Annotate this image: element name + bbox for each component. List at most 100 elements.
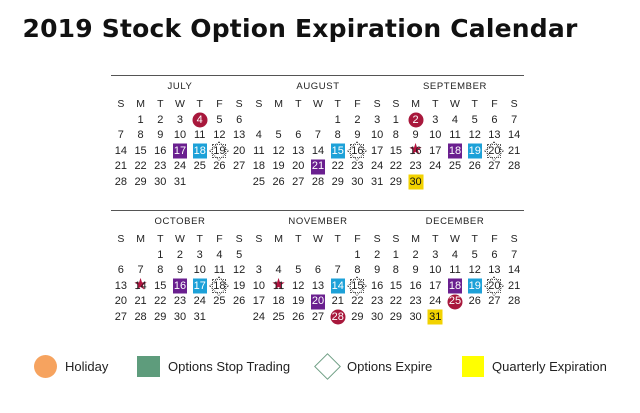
day-stop: 18 [445, 279, 465, 295]
day-stopblue: 15 [328, 144, 348, 160]
weekday-header: S [235, 98, 243, 110]
day: 28 [311, 175, 325, 188]
day: 30 [154, 175, 167, 188]
day-stop: 21 [308, 159, 328, 175]
legend-quarterly-label: Quarterly Expiration [492, 358, 607, 374]
day: 25 [272, 310, 285, 323]
day-holiday: 4 [190, 113, 210, 129]
day: 2 [354, 113, 361, 126]
day: 23 [409, 295, 422, 307]
day: 7 [511, 248, 518, 261]
day: 20 [292, 160, 305, 172]
day: 2 [176, 248, 184, 261]
day: 16 [371, 279, 384, 292]
day-quarter: 30 [406, 175, 426, 191]
weekday-header: S [510, 98, 518, 110]
weekday-header: T [432, 98, 439, 110]
day: 4 [451, 248, 459, 261]
day: 12 [292, 279, 305, 292]
day: 21 [134, 295, 147, 307]
day: 25 [252, 175, 265, 188]
day: 11 [193, 129, 206, 141]
day-stopblue: 19 [465, 279, 485, 295]
day-stopblue: 17 [190, 279, 210, 295]
day: 16 [409, 279, 422, 292]
day: 13 [488, 264, 501, 276]
day: 23 [371, 295, 384, 307]
day: 26 [213, 160, 226, 172]
weekday-header: M [274, 233, 283, 245]
day: 11 [449, 264, 461, 276]
weekday-header: S [392, 98, 400, 110]
weekday-header: W [450, 233, 460, 245]
day: 13 [114, 279, 127, 292]
weekday-header: S [510, 233, 518, 245]
empty-day [308, 113, 328, 129]
weekday-header: S [373, 233, 381, 245]
day: 3 [255, 264, 262, 276]
day: 6 [314, 264, 322, 276]
day: 26 [272, 175, 285, 188]
day: 26 [468, 160, 481, 172]
day: 22 [134, 160, 147, 172]
weekday-header: T [196, 233, 203, 245]
day: 21 [508, 144, 521, 157]
day: 5 [471, 248, 478, 261]
day: 24 [371, 160, 384, 172]
empty-day [249, 248, 269, 264]
day: 13 [292, 144, 305, 157]
legend-holiday: Holiday [34, 354, 108, 378]
day: 22 [389, 295, 402, 307]
day: 19 [233, 279, 246, 292]
legend-holiday-label: Holiday [65, 358, 109, 374]
month-divider [249, 75, 387, 76]
day: 3 [176, 113, 184, 126]
day: 24 [252, 310, 265, 323]
day: 22 [351, 295, 364, 307]
day-expire: 20 [485, 144, 505, 160]
day-stop: 16 [170, 279, 190, 295]
day: 21 [114, 160, 127, 172]
day: 1 [354, 248, 361, 261]
day: 1 [392, 113, 399, 126]
day: 11 [213, 264, 226, 276]
day: 9 [157, 129, 164, 141]
day: 29 [331, 175, 344, 188]
day: 23 [351, 160, 364, 172]
day: 3 [374, 113, 381, 126]
day: 13 [233, 129, 246, 141]
day: 4 [451, 113, 459, 126]
day: 27 [292, 175, 305, 188]
day-stopblue: 19 [465, 144, 485, 160]
legend-options-expire: Options Expire [314, 352, 432, 380]
weekday-header: S [255, 98, 263, 110]
day-holiday: 28 [328, 310, 348, 326]
day: 8 [137, 129, 144, 141]
day: 10 [252, 279, 265, 292]
weekday-header: S [255, 233, 263, 245]
day: 3 [432, 113, 439, 126]
day: 7 [117, 129, 124, 141]
day: 5 [216, 113, 223, 126]
day: 25 [193, 160, 206, 172]
day: 27 [114, 310, 127, 323]
day-stopblue: 14 [328, 279, 348, 295]
month-days-grid: SMTWTFS123456789101112131415161718192021… [386, 97, 524, 190]
weekday-header: W [313, 233, 323, 245]
month-name: DECEMBER [425, 216, 485, 227]
weekday-header: S [117, 233, 125, 245]
weekday-header: S [392, 233, 400, 245]
day: 9 [374, 264, 381, 276]
day: 14 [311, 144, 325, 157]
day: 8 [392, 264, 399, 276]
empty-day [269, 248, 289, 264]
day: 31 [193, 310, 206, 323]
weekday-header: S [235, 233, 243, 245]
day: 3 [432, 248, 439, 261]
weekday-header: W [450, 98, 460, 110]
day: 1 [392, 248, 399, 261]
weekday-header: W [175, 233, 185, 245]
day: 10 [429, 264, 442, 276]
empty-day [249, 113, 269, 129]
